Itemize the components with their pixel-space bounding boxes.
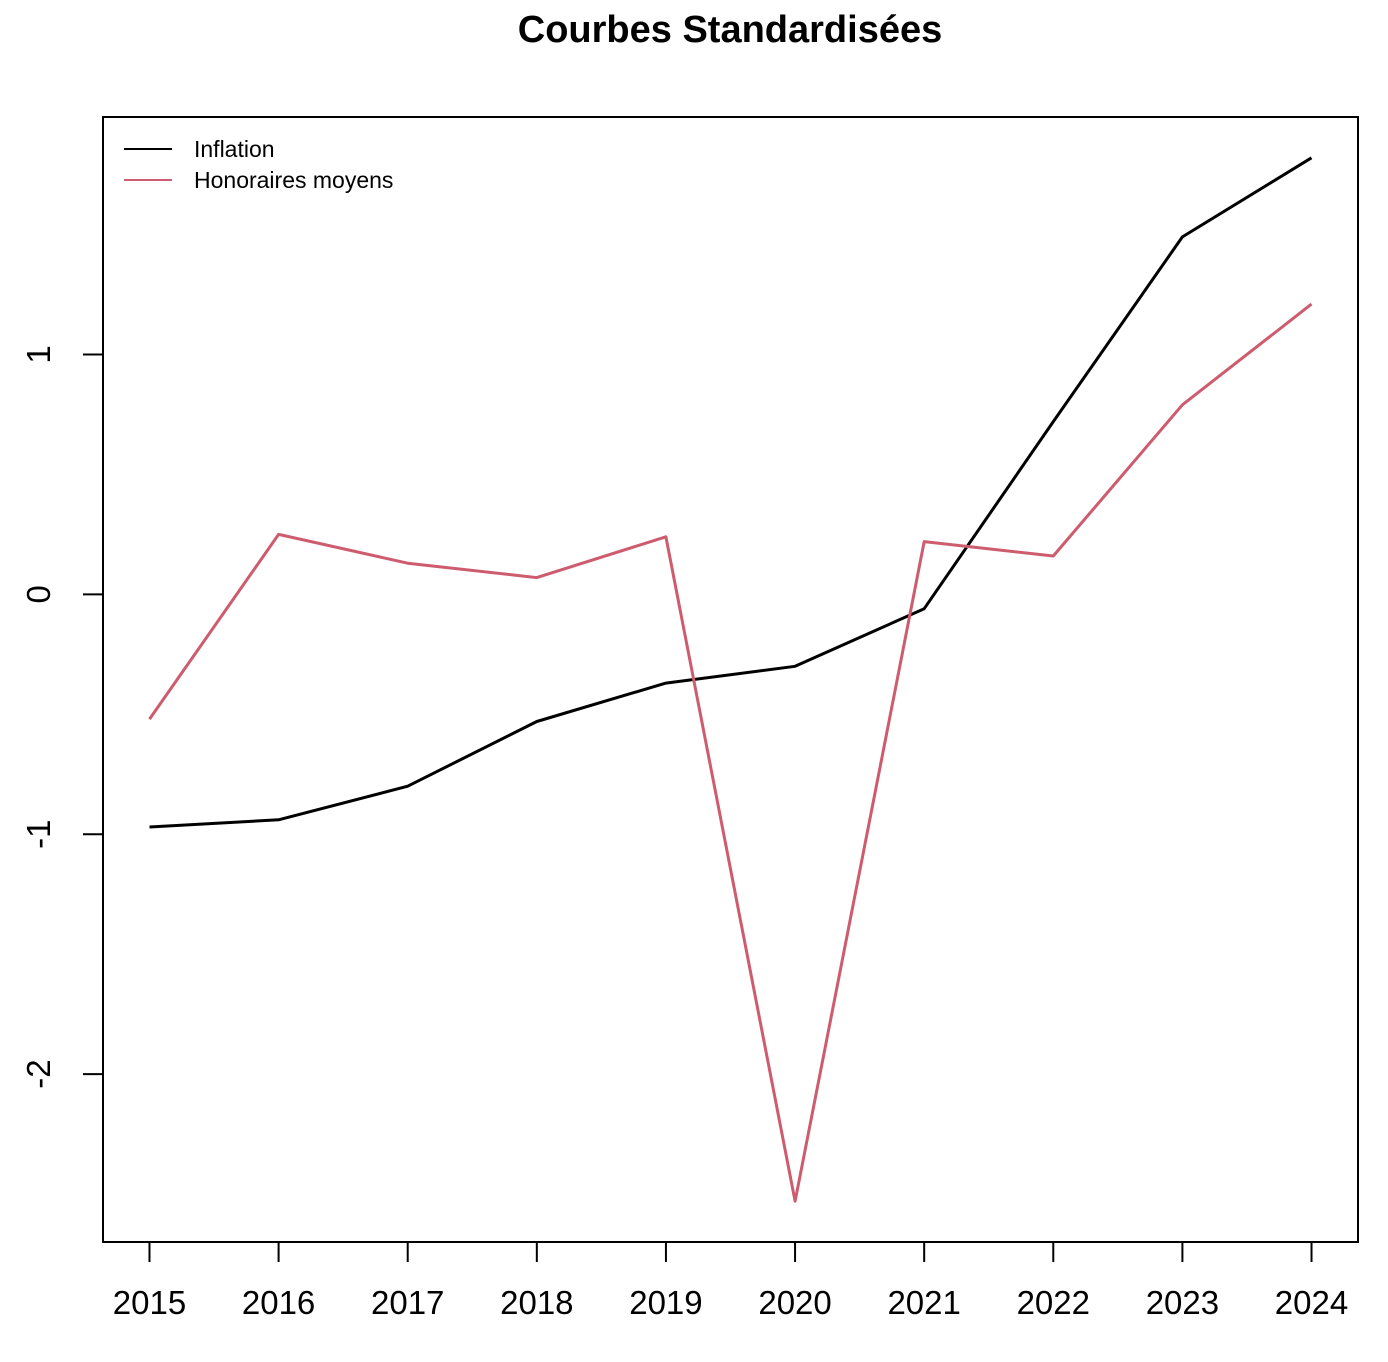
y-axis: -2 -1 0 1 [20,345,103,1089]
x-tick-label: 2022 [1017,1284,1090,1321]
y-tick-label: -2 [20,1059,57,1088]
x-tick-label: 2021 [887,1284,960,1321]
y-tick-label: 1 [20,345,57,363]
y-tick-label: -1 [20,820,57,849]
x-axis: 2015 2016 2017 2018 2019 2020 2021 2022 2023 2024 [113,1242,1348,1321]
legend-label: Honoraires moyens [194,167,393,193]
x-tick-label: 2016 [242,1284,315,1321]
plot-area [148,156,1313,1203]
plot-frame [102,116,1359,1243]
x-tick-label: 2015 [113,1284,186,1321]
x-tick-label: 2019 [629,1284,702,1321]
x-tick-label: 2020 [758,1284,831,1321]
series-line-inflation [149,156,1313,829]
series-line-honoraires-moyens [148,302,1313,1203]
x-tick-label: 2024 [1275,1284,1348,1321]
chart-title: Courbes Standardisées [518,9,942,51]
legend-label: Inflation [194,136,275,162]
x-tick-label: 2018 [500,1284,573,1321]
x-tick-label: 2017 [371,1284,444,1321]
legend: Inflation Honoraires moyens [124,136,393,193]
x-tick-label: 2023 [1146,1284,1219,1321]
y-tick-label: 0 [20,585,57,603]
